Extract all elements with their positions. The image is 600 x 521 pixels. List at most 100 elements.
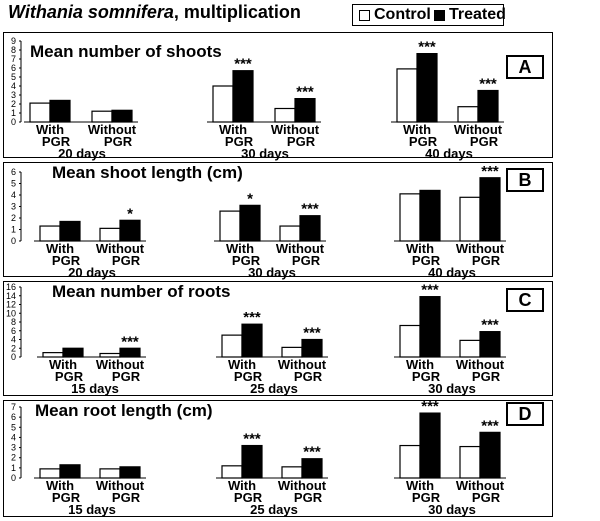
panel-a-bar-control: [457, 106, 479, 123]
panel-c-x-label-bottom: PGR: [412, 369, 441, 384]
panel-c-bar-control: [221, 334, 243, 358]
panel-d-significance: ***: [421, 398, 439, 415]
panel-b-day-label: 40 days: [428, 265, 476, 280]
panel-a-significance: ***: [234, 56, 252, 73]
panel-d-bar-control: [221, 465, 243, 479]
panel-c-x-label-bottom: PGR: [55, 369, 84, 384]
panel-a-x-label-top: With: [36, 122, 64, 137]
panel-b-day-label: 30 days: [248, 265, 296, 280]
panel-b-y-tick-label: 3: [11, 202, 16, 212]
panel-a-bar-control: [274, 107, 296, 123]
panel-c-x-label-top: Without: [96, 357, 145, 372]
panel-a-y-tick-label: 9: [11, 36, 16, 46]
panel-a-x-label-top: With: [219, 122, 247, 137]
panel-d-significance: ***: [243, 431, 261, 448]
panel-c-bar-treated: [241, 323, 263, 358]
panel-d-bar-treated: [241, 444, 263, 479]
panel-a-frame: [3, 32, 553, 158]
panel-b-y-tick-label: 0: [11, 236, 16, 246]
panel-c-bar-treated: [419, 296, 441, 358]
panel-b-x-label-top: Without: [96, 241, 145, 256]
panel-d-x-label-bottom: PGR: [294, 490, 323, 505]
panel-c-day-label: 30 days: [428, 381, 476, 396]
panel-c-significance: ***: [121, 333, 139, 350]
panel-d-x-label-bottom: PGR: [472, 490, 501, 505]
panel-c-significance: ***: [243, 309, 261, 326]
panel-a-label-box: [506, 55, 544, 79]
panel-b-significance: *: [247, 190, 253, 207]
panel-c-bar-control: [281, 346, 303, 358]
panel-d-significance: ***: [303, 444, 321, 461]
panel-d-bar-treated: [301, 458, 323, 479]
panel-a-bar-treated: [477, 89, 499, 123]
panel-b-label-box: [506, 168, 544, 192]
panel-a-label: A: [519, 57, 532, 77]
panel-c-x-label-bottom: PGR: [472, 369, 501, 384]
figure-title-species: Withania somnifera: [8, 2, 174, 22]
panel-d-x-label-top: With: [228, 478, 256, 493]
panel-b-y-tick-label: 5: [11, 179, 16, 189]
panel-b-x-label-bottom: PGR: [232, 253, 261, 268]
panel-d-x-label-top: Without: [96, 478, 145, 493]
panel-c-frame: [3, 281, 553, 396]
panel-c-bar-treated: [301, 338, 323, 358]
panel-a-y-tick-label: 4: [11, 81, 16, 91]
panel-d-y-tick-label: 3: [11, 443, 16, 453]
legend-treated-swatch: [434, 10, 445, 21]
panel-a-y-tick-label: 1: [11, 108, 16, 118]
panel-a-x-label-top: Without: [271, 122, 320, 137]
panel-c-x-label-top: Without: [456, 357, 505, 372]
panel-c-x-label-top: With: [228, 357, 256, 372]
panel-d-bar-control: [281, 466, 303, 479]
panel-d-day-label: 25 days: [250, 502, 298, 517]
panel-a-x-label-bottom: PGR: [42, 134, 71, 149]
panel-a-bar-control: [91, 110, 113, 123]
panel-d-day-label: 30 days: [428, 502, 476, 517]
panel-d-y-tick-label: 6: [11, 412, 16, 422]
panel-b-bar-treated: [119, 219, 141, 242]
panel-b-x-label-top: With: [46, 241, 74, 256]
panel-b-y-tick-label: 2: [11, 213, 16, 223]
panel-c-significance: ***: [481, 317, 499, 334]
figure-title-suffix: , multiplication: [173, 2, 301, 22]
panel-c-bar-treated: [479, 331, 501, 358]
panel-c-y-tick-label: 2: [11, 343, 16, 353]
panel-b-title: Mean shoot length (cm): [52, 163, 243, 182]
panel-a-bar-control: [396, 68, 418, 123]
panel-a-y-tick-label: 5: [11, 72, 16, 82]
panel-a-y-tick-label: 7: [11, 54, 16, 64]
panel-a-x-label-bottom: PGR: [225, 134, 254, 149]
panel-d-x-label-top: With: [46, 478, 74, 493]
panel-d-bar-control: [459, 445, 481, 479]
figure-title: Withania somnifera, multiplication: [8, 2, 301, 23]
panel-a-significance: ***: [479, 76, 497, 93]
panel-d-x-label-bottom: PGR: [412, 490, 441, 505]
panel-b-bar-control: [399, 193, 421, 242]
panel-a-day-label: 40 days: [425, 146, 473, 161]
panel-c-x-label-top: With: [406, 357, 434, 372]
panel-b-x-label-bottom: PGR: [292, 253, 321, 268]
panel-b-bar-control: [39, 225, 61, 242]
panel-d-y-tick-label: 5: [11, 422, 16, 432]
panel-d-bar-control: [99, 468, 121, 479]
panel-c-title: Mean number of roots: [52, 282, 231, 301]
panel-a-bar-control: [29, 102, 51, 123]
panel-a-bar-treated: [111, 109, 133, 123]
panel-d-day-label: 15 days: [68, 502, 116, 517]
panel-b-x-label-bottom: PGR: [412, 253, 441, 268]
panel-d-y-tick-label: 7: [11, 402, 16, 412]
panel-d-x-label-top: With: [406, 478, 434, 493]
panel-a-bar-treated: [49, 99, 71, 123]
panel-b-bar-treated: [479, 177, 501, 242]
panel-a-x-label-bottom: PGR: [104, 134, 133, 149]
panel-b-significance: ***: [301, 201, 319, 218]
panel-c-day-label: 25 days: [250, 381, 298, 396]
panel-d-y-tick-label: 4: [11, 432, 16, 442]
panel-c-y-tick-label: 8: [11, 317, 16, 327]
panel-a-title: Mean number of shoots: [30, 42, 222, 61]
panel-b-bar-control: [219, 210, 241, 242]
panel-b-y-tick-label: 4: [11, 190, 16, 200]
panel-c-x-label-top: With: [49, 357, 77, 372]
panel-d-y-tick-label: 0: [11, 473, 16, 483]
